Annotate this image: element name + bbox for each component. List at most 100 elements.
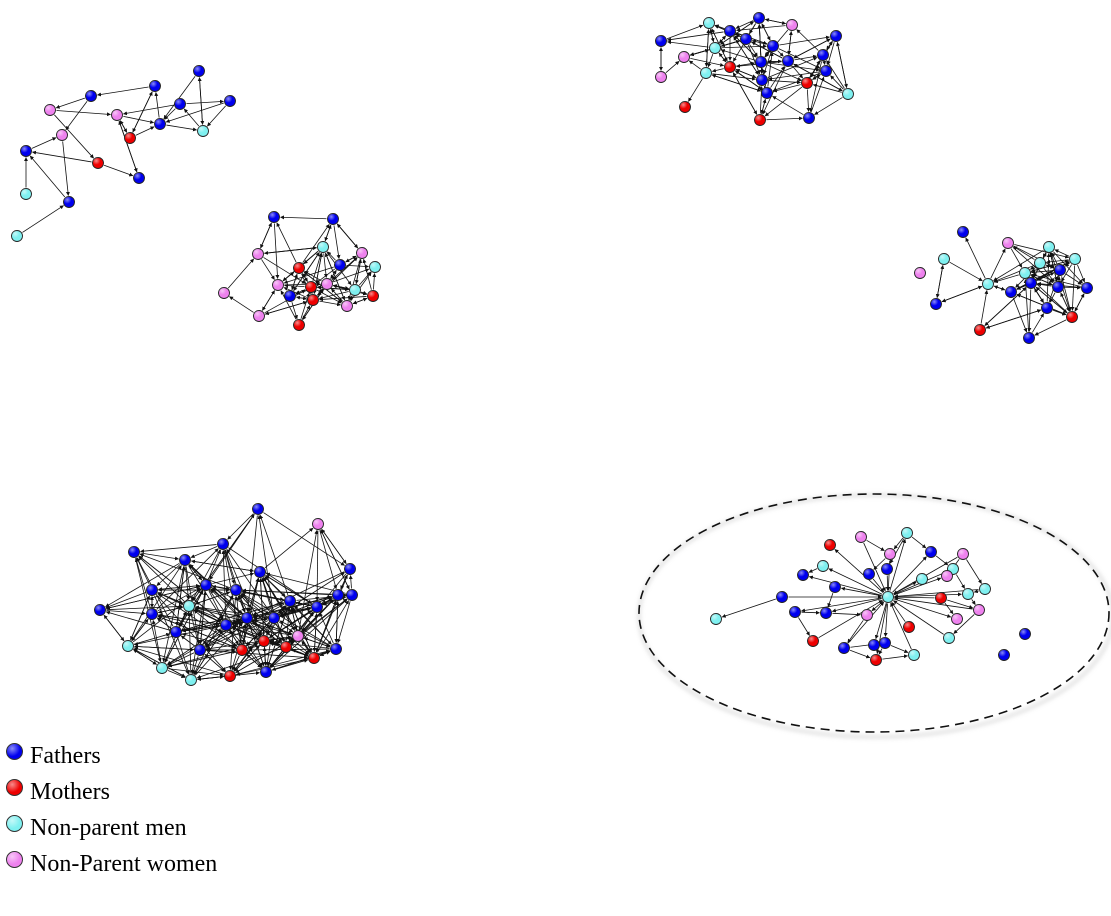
network-5-edge: [189, 611, 199, 644]
network-5-edge: [132, 588, 202, 643]
network-3-edge: [810, 76, 825, 113]
network-1-node-shine: [224, 95, 236, 107]
network-4-edge: [990, 248, 1006, 279]
network-6-edge: [883, 603, 888, 637]
network-5-edge: [232, 655, 240, 671]
network-5-node-shine: [146, 608, 158, 620]
network-6-edge: [801, 610, 820, 615]
network-3-edge: [764, 86, 803, 117]
network-6-node-shine: [973, 604, 985, 616]
network-3-edge: [690, 48, 710, 56]
network-2-edge: [227, 258, 255, 289]
nonparent-women-dot-icon: [6, 850, 23, 868]
network-4-node-shine: [1034, 257, 1046, 269]
network-2-edge: [324, 224, 332, 242]
network-5-edge: [105, 591, 147, 609]
network-5-edge: [257, 515, 274, 612]
network-3-node-shine: [700, 67, 712, 79]
network-5-edge: [195, 622, 243, 676]
network-2-edge: [318, 291, 349, 300]
network-6-edge: [866, 539, 885, 552]
network-4-node-shine: [1025, 277, 1037, 289]
network-5-edge: [134, 632, 171, 645]
network-3-edge: [779, 35, 830, 46]
network-2-edge: [293, 252, 320, 291]
network-2-edge: [276, 222, 297, 263]
network-1-edge: [22, 205, 64, 233]
network-5-edge: [313, 613, 319, 652]
network-4-node-shine: [974, 324, 986, 336]
network-3-node-shine: [753, 12, 765, 24]
network-5-edge: [189, 564, 260, 637]
network-6-edge: [893, 600, 944, 635]
network-6-edge: [872, 578, 885, 593]
legend-label-fathers: Fathers: [30, 743, 101, 769]
network-6-node-shine: [870, 654, 882, 666]
network-3-edge: [767, 59, 782, 64]
network-6-edge: [840, 586, 882, 597]
network-1-node-shine: [85, 90, 97, 102]
network-4-node-shine: [938, 253, 950, 265]
network-4-node-shine: [982, 278, 994, 290]
network-3-node-shine: [655, 35, 667, 47]
network-2-edge: [312, 252, 323, 281]
network-2-node-shine: [369, 261, 381, 273]
network-6-edge: [893, 581, 917, 595]
network-3-node-shine: [724, 25, 736, 37]
network-3-node-shine: [655, 71, 667, 83]
network-1-node-shine: [63, 196, 75, 208]
network-6-node-shine: [820, 607, 832, 619]
network-5-edge: [138, 555, 222, 622]
network-1-edge: [163, 75, 196, 120]
network-3-edge: [770, 66, 785, 88]
network-5-edge: [130, 595, 150, 641]
network-5-edge: [320, 529, 350, 590]
network-5-edge: [251, 621, 282, 644]
network-5-edge: [134, 644, 194, 651]
network-5-edge: [105, 562, 180, 608]
network-3-edge: [720, 49, 755, 61]
network-6-edge: [808, 575, 882, 596]
network-3-edge: [751, 41, 783, 59]
network-1-node-shine: [20, 145, 32, 157]
network-6-edge: [892, 556, 927, 593]
network-2-node-shine: [268, 211, 280, 223]
network-4-edge: [1074, 293, 1085, 312]
network-6-node-shine: [935, 592, 947, 604]
network-5-edge: [140, 544, 217, 554]
network-5-edge: [301, 640, 311, 653]
network-5-edge: [193, 595, 234, 675]
network-3-edge: [761, 98, 767, 114]
network-6-edge: [891, 601, 906, 622]
network-6-node-shine: [776, 591, 788, 603]
network-4-edge: [936, 265, 945, 298]
network-3-node-shine: [754, 114, 766, 126]
network-5-node-shine: [241, 612, 253, 624]
network-2-edge: [350, 271, 372, 301]
network-6-edge: [847, 601, 885, 644]
network-5-edge: [279, 620, 331, 647]
network-3-edge: [767, 56, 818, 78]
network-4-node-shine: [1069, 253, 1081, 265]
network-4-edge: [1016, 285, 1026, 290]
network-2-edge: [273, 223, 280, 279]
network-5-node-shine: [170, 626, 182, 638]
network-4-edge: [1013, 246, 1035, 260]
network-2-node-shine: [293, 262, 305, 274]
network-3-node-shine: [755, 56, 767, 68]
network-3-node-shine: [817, 49, 829, 61]
network-1-edge: [56, 110, 111, 117]
network-2-edge: [349, 295, 354, 301]
network-1-edge: [166, 124, 197, 132]
network-5-edge: [224, 550, 246, 613]
network-5-edge: [340, 574, 348, 590]
network-5-edge: [190, 546, 218, 558]
network-5-edge: [210, 589, 260, 637]
network-2-edge: [229, 296, 254, 313]
network-2-node-shine: [272, 279, 284, 291]
network-5-node-shine: [252, 503, 264, 515]
network-4-node-shine: [1052, 281, 1064, 293]
network-3-edge: [666, 24, 704, 40]
network-3-node-shine: [820, 65, 832, 77]
